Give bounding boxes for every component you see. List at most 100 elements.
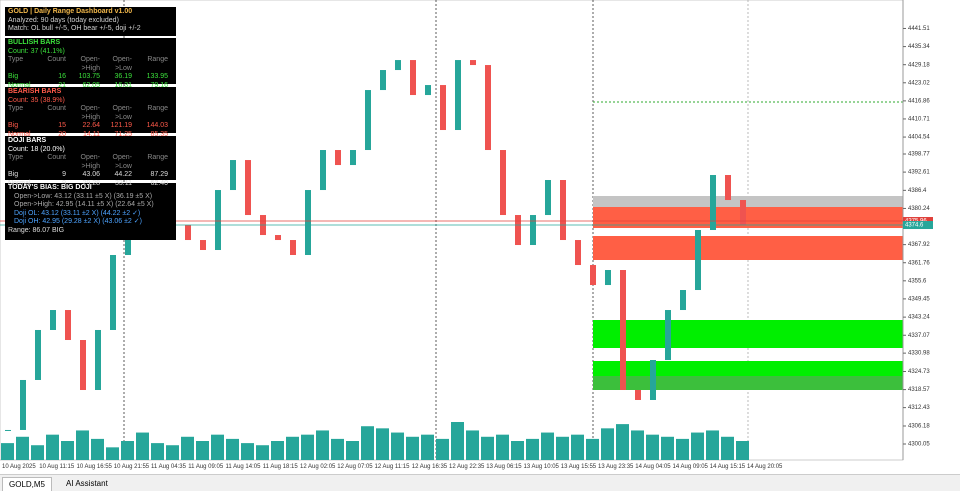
y-tick-label: 4380.24	[908, 206, 930, 212]
cell: 43.06	[82, 171, 100, 179]
candle	[5, 429, 11, 431]
column-header: Range	[147, 105, 168, 113]
x-tick-label: 10 Aug 16:55	[77, 464, 113, 470]
volume-bar	[631, 430, 644, 460]
volume-bar	[256, 445, 269, 460]
section-count: Count: 35 (38.9%)	[8, 96, 65, 104]
column-header: Open->Low	[112, 56, 132, 72]
volume-bar	[121, 441, 134, 460]
volume-bar	[76, 430, 89, 460]
bias-line: Doji OH: 42.95 (29.28 ±2 X) (43.06 ±2 ✓)	[14, 218, 142, 226]
volume-bar	[661, 436, 674, 460]
candle	[620, 270, 626, 391]
zone	[593, 236, 903, 260]
x-tick-label: 12 Aug 02:05	[300, 464, 336, 470]
cell: 121.19	[110, 122, 132, 130]
y-tick-label: 4361.76	[908, 260, 930, 266]
section-count: Count: 18 (20.0%)	[8, 145, 65, 153]
y-tick-label: 4435.34	[908, 44, 930, 50]
x-tick-label: 14 Aug 09:05	[673, 464, 709, 470]
volume-bar	[196, 441, 209, 460]
candle	[665, 310, 671, 361]
y-tick-label: 4312.43	[908, 405, 930, 411]
x-tick-label: 11 Aug 14:05	[226, 464, 262, 470]
cell: 103.75	[78, 73, 100, 81]
cell: 144.03	[146, 122, 168, 130]
cell: 44.22	[114, 171, 132, 179]
header-panel: GOLD | Daily Range Dashboard v1.00 Analy…	[5, 7, 176, 36]
column-header: Type	[8, 56, 24, 64]
candle	[680, 290, 686, 311]
candle	[35, 329, 41, 380]
dashboard-title: GOLD | Daily Range Dashboard v1.00	[8, 8, 133, 15]
volume-bar	[586, 438, 599, 460]
candle	[350, 150, 356, 166]
cell: 16.31	[114, 81, 132, 89]
candle	[245, 160, 251, 216]
volume-bar	[736, 441, 749, 460]
table-row: Normal 9 29.28 33.11 62.40	[8, 180, 173, 189]
price-tag-label: 4374.6	[905, 223, 924, 229]
candle	[425, 85, 431, 96]
volume-bar	[721, 436, 734, 460]
candle	[650, 360, 656, 400]
y-tick-label: 4306.18	[908, 424, 930, 430]
table-header: Type Count Open->High Open->Low Range	[8, 56, 173, 73]
volume-bar	[391, 432, 404, 460]
x-tick-label: 14 Aug 15:15	[710, 464, 746, 470]
volume-bar	[541, 432, 554, 460]
x-tick-label: 12 Aug 16:35	[412, 464, 448, 470]
column-header: Count	[47, 56, 66, 64]
candle	[440, 85, 446, 131]
volume-bar	[271, 441, 284, 460]
candle	[740, 200, 746, 226]
cell: Big	[8, 73, 19, 81]
section-panel: BULLISH BARS Count: 37 (41.1%) Type Count Op…	[5, 38, 176, 89]
candle	[470, 60, 476, 66]
volume-bar	[16, 436, 29, 460]
section-panel: DOJI BARS Count: 18 (20.0%) Type Count Open-…	[5, 136, 176, 187]
volume-bar	[91, 438, 104, 460]
x-tick-label: 11 Aug 18:15	[263, 464, 299, 470]
candle	[575, 240, 581, 266]
volume-bar	[181, 436, 194, 460]
y-tick-label: 4367.92	[908, 242, 930, 248]
volume-bar	[601, 428, 614, 460]
cell: 15	[58, 122, 66, 130]
column-header: Range	[147, 154, 168, 162]
y-tick-label: 4404.54	[908, 135, 930, 141]
tab[interactable]: AI Assistant	[66, 479, 108, 488]
section-title: BULLISH BARS	[8, 39, 61, 46]
column-header: Open->Low	[112, 154, 132, 170]
bias-panel: TODAY'S BIAS: BIG DOJI Open->Low: 43.12 …	[5, 183, 176, 240]
volume-bar	[301, 434, 314, 460]
x-tick-label: 11 Aug 09:05	[188, 464, 224, 470]
candle	[305, 190, 311, 256]
section-title: BEARISH BARS	[8, 88, 62, 95]
candle	[110, 255, 116, 330]
section-count: Count: 37 (41.1%)	[8, 47, 65, 55]
tab[interactable]: GOLD,M5	[2, 477, 53, 491]
volume-bar	[481, 436, 494, 460]
zone	[593, 207, 903, 228]
candle	[290, 240, 296, 256]
candle	[455, 60, 461, 131]
x-tick-label: 13 Aug 15:55	[561, 464, 597, 470]
column-header: Type	[8, 154, 24, 162]
y-tick-label: 4392.61	[908, 170, 930, 176]
volume-bar	[571, 434, 584, 460]
volume-bar	[346, 441, 359, 460]
volume-bar	[376, 428, 389, 460]
volume-bar	[61, 441, 74, 460]
zone	[593, 320, 903, 348]
cell: 33.11	[115, 179, 132, 187]
x-tick-label: 14 Aug 04:05	[635, 464, 671, 470]
volume-bar	[466, 430, 479, 460]
cell: 9	[62, 171, 66, 179]
column-header: Open->High	[80, 56, 100, 72]
y-tick-label: 4318.57	[908, 387, 930, 393]
column-header: Range	[147, 56, 168, 64]
x-tick-label: 13 Aug 10:05	[524, 464, 560, 470]
y-tick-label: 4441.51	[908, 26, 930, 32]
volume-bar	[451, 422, 464, 460]
